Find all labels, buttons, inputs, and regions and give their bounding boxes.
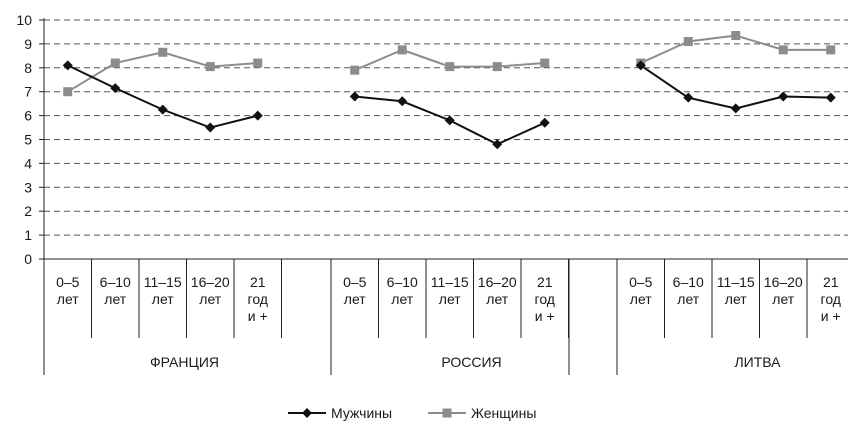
category-label: 16–20 [764,274,803,290]
category-label: лет [104,291,126,307]
y-tick-label: 5 [24,132,32,148]
marker-square [826,45,836,55]
category-label: год [535,291,555,307]
marker-square [63,87,73,97]
legend: Мужчины Женщины [288,405,536,421]
category-label: и + [535,308,555,324]
category-label: 0–5 [56,274,80,290]
series-line-women [67,51,258,93]
category-label: и + [248,308,268,324]
marker-square [110,58,120,68]
category-label: год [248,291,268,307]
category-label: лет [630,291,652,307]
marker-square [492,62,502,72]
category-label: 0–5 [343,274,367,290]
group-label: РОССИЯ [441,354,501,370]
group-label: ЛИТВА [734,354,781,370]
y-tick-label: 10 [16,12,32,28]
y-tick-label: 6 [24,108,32,124]
category-label: 11–15 [717,274,755,290]
marker-square [158,47,168,57]
marker-diamond [397,96,408,107]
marker-square [350,65,360,75]
marker-square [683,37,693,47]
category-label: лет [391,291,413,307]
category-label: и + [821,308,841,324]
marker-diamond [778,91,789,102]
legend-label: Женщины [471,405,536,421]
group-labels: ФРАНЦИЯ РОССИЯ ЛИТВА [150,354,781,370]
marker-diamond [110,83,121,94]
category-label: 6–10 [387,274,418,290]
marker-square [778,45,788,55]
marker-square [397,45,407,55]
marker-diamond [302,408,312,418]
category-label: лет [772,291,794,307]
marker-diamond [683,92,694,103]
marker-square [445,62,455,72]
marker-square [205,62,215,72]
y-tick-label: 0 [24,251,32,267]
category-label: 21 [823,274,839,290]
category-label: 21 [250,274,266,290]
marker-diamond [157,104,168,115]
marker-square [253,58,263,68]
axes [39,18,848,260]
marker-square [731,31,741,41]
category-label: 0–5 [629,274,653,290]
marker-diamond [444,115,455,126]
marker-diamond [492,139,503,150]
marker-diamond [62,60,73,71]
category-label: лет [344,291,366,307]
series-lines [67,34,831,146]
y-axis-ticks: 0 1 2 3 4 5 6 7 8 9 10 [16,12,32,267]
series-line-men [640,64,831,110]
marker-square [442,408,452,418]
marker-square [540,58,550,68]
y-tick-label: 3 [24,179,32,195]
category-label: лет [57,291,79,307]
marker-diamond [349,91,360,102]
category-label: лет [486,291,508,307]
category-label: 6–10 [673,274,704,290]
category-label: 16–20 [478,274,517,290]
category-label: лет [725,291,747,307]
marker-diamond [635,60,646,71]
category-label: лет [152,291,174,307]
category-label: лет [439,291,461,307]
marker-diamond [825,92,836,103]
y-tick-label: 7 [24,84,32,100]
y-tick-label: 4 [24,155,32,171]
category-label: лет [677,291,699,307]
category-label: 16–20 [191,274,230,290]
category-label: 6–10 [100,274,131,290]
marker-diamond [205,122,216,133]
y-tick-label: 8 [24,60,32,76]
category-label: год [821,291,841,307]
marker-diamond [730,103,741,114]
marker-diamond [539,117,550,128]
y-tick-label: 1 [24,227,32,243]
legend-label: Мужчины [331,405,392,421]
y-tick-label: 2 [24,203,32,219]
category-label: 21 [537,274,553,290]
category-label: 11–15 [144,274,182,290]
series-markers [62,31,836,150]
category-label: лет [199,291,221,307]
category-label: 11–15 [431,274,469,290]
marker-diamond [252,110,263,121]
group-label: ФРАНЦИЯ [150,354,219,370]
y-tick-label: 9 [24,36,32,52]
